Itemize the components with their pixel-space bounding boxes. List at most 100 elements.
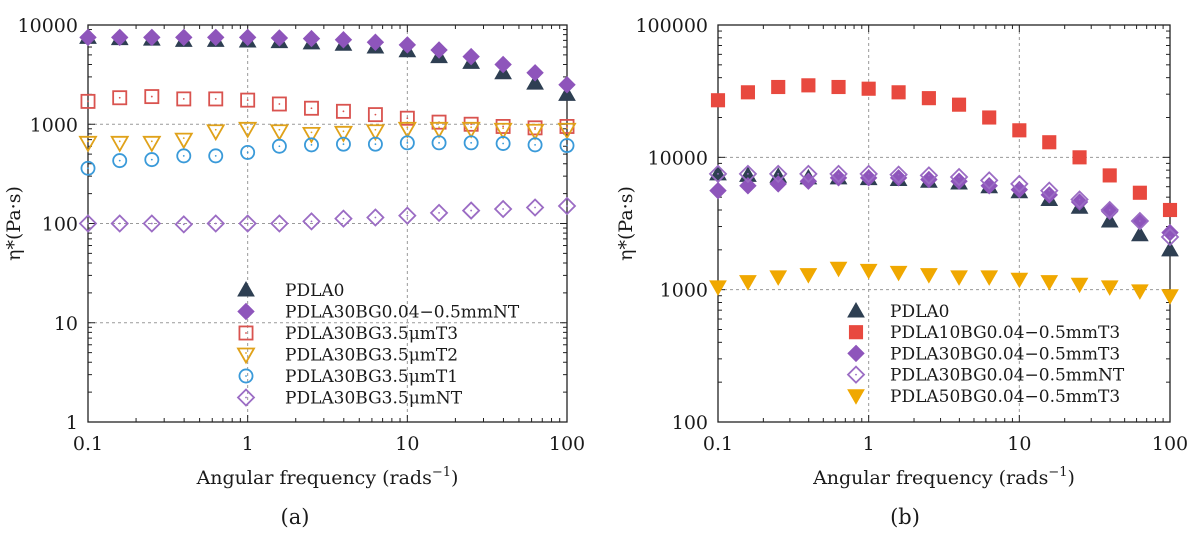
x-tick-label: 100 — [1152, 433, 1188, 455]
x-tick-label: 1 — [863, 433, 875, 455]
marker-center-dot — [777, 172, 780, 175]
marker-center-dot — [245, 396, 247, 399]
marker-center-dot — [470, 126, 473, 129]
data-point — [78, 135, 98, 153]
y-tick-label: 1 — [66, 412, 78, 434]
y-tick-label: 10000 — [648, 147, 708, 169]
marker-center-dot — [406, 141, 409, 144]
data-point — [80, 93, 96, 109]
series-4 — [709, 261, 1179, 305]
marker-center-dot — [502, 208, 505, 210]
data-point — [495, 136, 511, 151]
data-point — [176, 148, 192, 164]
data-point — [79, 28, 97, 47]
legend-marker — [236, 347, 256, 365]
marker-center-dot — [534, 126, 536, 129]
y-tick-label: 100 — [42, 214, 78, 236]
marker-center-dot — [958, 176, 960, 178]
series-1 — [79, 28, 576, 94]
legend-marker — [846, 365, 866, 384]
marker-center-dot — [214, 154, 217, 157]
legend-label: PDLA50BG0.04−0.5mmT3 — [890, 387, 1120, 407]
marker-center-dot — [747, 172, 749, 175]
marker-center-dot — [310, 220, 313, 223]
marker-center-dot — [118, 140, 121, 143]
data-point — [304, 137, 319, 153]
x-tick-label: 10 — [395, 433, 419, 455]
data-point — [889, 265, 908, 282]
marker-center-dot — [470, 123, 473, 126]
data-point — [829, 261, 848, 278]
data-point — [709, 181, 727, 200]
data-point — [302, 29, 321, 48]
data-point — [1039, 181, 1059, 200]
marker-center-dot — [150, 222, 153, 225]
data-point — [399, 110, 415, 126]
data-point — [740, 85, 755, 100]
data-point — [891, 85, 906, 100]
panel-b: 0.1 1 10 100 100 1000 10000 100000 Angular frequ… — [615, 15, 1188, 529]
marker-center-dot — [278, 128, 281, 131]
legend-label: PDLA30BG0.04−0.5mmNT — [285, 303, 520, 323]
marker-center-dot — [150, 95, 153, 98]
data-point — [1010, 174, 1029, 194]
data-point — [527, 137, 543, 153]
marker-center-dot — [988, 179, 991, 182]
data-point — [174, 132, 194, 150]
data-point — [461, 201, 481, 220]
data-point — [1070, 277, 1089, 294]
marker-center-dot — [1169, 236, 1171, 238]
y-tick-label: 100 — [672, 412, 708, 434]
data-point — [271, 138, 287, 154]
legend: PDLA0PDLA30BG0.04−0.5mmNTPDLA30BG3.5μmT3… — [236, 280, 520, 409]
legend-marker — [238, 325, 254, 341]
data-point — [398, 36, 417, 54]
data-point — [951, 97, 967, 112]
panel-label: (a) — [281, 505, 310, 529]
marker-center-dot — [1108, 209, 1111, 211]
legend-marker — [847, 344, 865, 363]
data-point — [709, 164, 727, 181]
marker-center-dot — [245, 332, 247, 334]
data-point — [80, 160, 96, 176]
data-point — [859, 169, 878, 187]
marker-center-dot — [87, 140, 89, 143]
marker-center-dot — [438, 126, 440, 129]
data-point — [1100, 280, 1119, 296]
marker-center-dot — [406, 214, 409, 217]
data-point — [334, 209, 353, 228]
data-point — [1010, 272, 1029, 289]
data-point — [494, 55, 512, 74]
marker-center-dot — [534, 206, 536, 209]
y-tick-label: 10 — [54, 313, 78, 335]
series-4 — [80, 135, 575, 176]
marker-center-dot — [182, 137, 185, 140]
data-point — [526, 64, 544, 82]
marker-center-dot — [534, 128, 536, 131]
x-axis-label: Angular frequency (rads−1) — [196, 465, 459, 489]
data-point — [859, 164, 878, 184]
legend-marker — [847, 389, 865, 405]
marker-center-dot — [374, 128, 377, 131]
marker-center-dot — [807, 172, 810, 175]
marker-center-dot — [470, 209, 473, 212]
marker-center-dot — [214, 222, 217, 225]
data-point — [207, 28, 225, 47]
y-tick-label: 1000 — [30, 114, 78, 136]
legend: PDLA0PDLA10BG0.04−0.5mmT3PDLA30BG0.04−0.… — [846, 301, 1125, 407]
marker-center-dot — [1078, 198, 1081, 201]
legend-label: PDLA10BG0.04−0.5mmT3 — [890, 323, 1120, 343]
marker-center-dot — [150, 158, 153, 161]
marker-center-dot — [374, 143, 377, 146]
data-point — [270, 214, 289, 233]
marker-center-dot — [246, 151, 249, 154]
marker-center-dot — [342, 143, 345, 146]
data-point — [1161, 223, 1179, 242]
marker-center-dot — [182, 98, 185, 100]
data-point — [1161, 289, 1179, 305]
marker-center-dot — [566, 205, 568, 207]
marker-center-dot — [406, 126, 409, 129]
legend-marker — [237, 280, 255, 297]
legend-marker — [847, 301, 865, 318]
data-point — [301, 126, 322, 144]
